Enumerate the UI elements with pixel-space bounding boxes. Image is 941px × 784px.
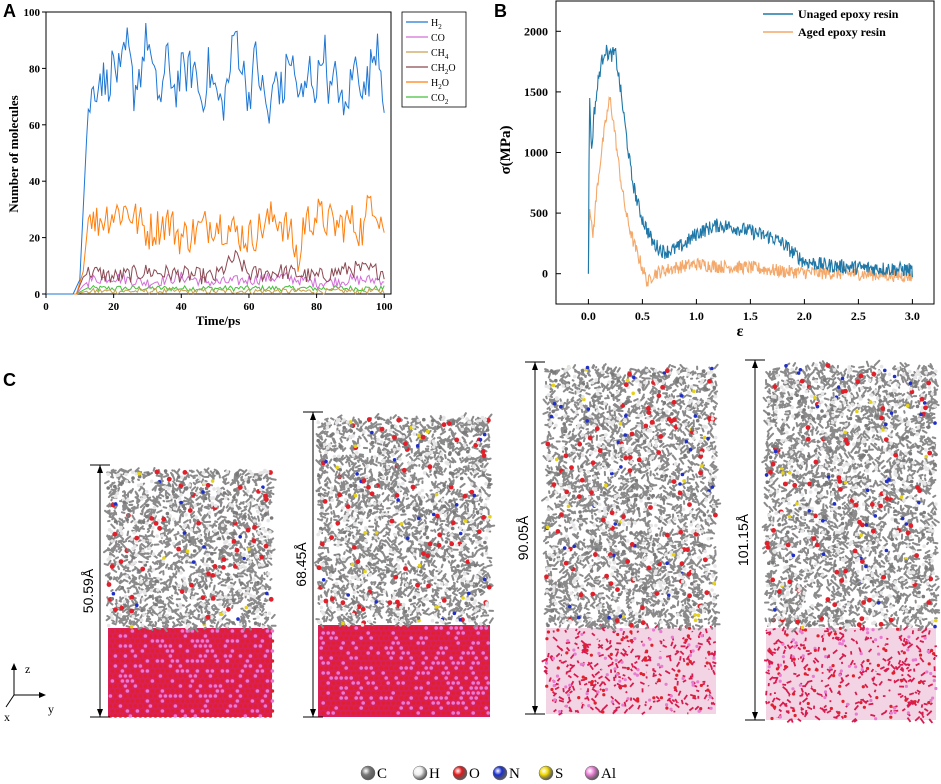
chart-a-series-h2o	[46, 194, 385, 295]
chart-b-ytick-label: 1500	[524, 85, 548, 99]
panel-label-a: A	[3, 1, 16, 21]
coordinate-axes: z y x	[4, 662, 54, 724]
chart-a-xtick-label: 80	[311, 301, 323, 313]
atom-swatch	[360, 765, 376, 781]
legend-label-aged: Aged epoxy resin	[798, 25, 886, 39]
panel-label-c: C	[3, 370, 16, 390]
chart-b-ytick-label: 500	[530, 206, 548, 220]
chart-b-xtick-label: 2.0	[797, 309, 812, 323]
chart-a-xtick-label: 60	[243, 301, 255, 313]
chart-b-xtick-label: 0.0	[581, 309, 596, 323]
axis-x-label: x	[4, 710, 10, 724]
atom-legend-item-h: H	[412, 765, 440, 782]
chart-a-ytick-label: 100	[24, 7, 41, 19]
chart-a-ytick-label: 40	[29, 176, 41, 188]
simulation-box-2: 68.45Å	[293, 411, 496, 718]
height-dimension: 101.15Å	[735, 359, 765, 721]
height-label: 50.59Å	[80, 568, 96, 613]
chart-a-ytick-label: 60	[29, 120, 41, 132]
chart-b-series-unaged	[587, 44, 913, 278]
chart-a-xtick-label: 100	[376, 301, 393, 313]
chart-b-xtick-label: 2.5	[851, 309, 866, 323]
alumina-substrate	[763, 624, 938, 724]
chart-a-molecules: 0 20 40 60 80 100 0 20 40 60 80 100 Time/ps Number …	[6, 7, 467, 328]
simulation-box-1: 50.59Å	[80, 464, 277, 718]
legend-label-ch4: CH4	[431, 48, 449, 61]
atom-symbol: O	[469, 766, 480, 782]
legend-label-h2o: H2O	[431, 78, 449, 91]
panel-c-simulation-snapshots: z y x 50.59Å 68.45Å 90.05Å 101.15Å C H O N S Al	[4, 359, 941, 782]
atom-symbol: H	[429, 766, 440, 782]
alumina-substrate	[318, 625, 491, 717]
atom-legend: C H O N S Al	[360, 765, 616, 782]
atom-legend-item-s: S	[538, 765, 563, 782]
chart-a-plot-frame	[45, 11, 392, 295]
epoxy-resin-layer	[103, 467, 277, 633]
chart-b-xlabel: ε	[737, 323, 744, 340]
height-dimension: 68.45Å	[293, 411, 323, 718]
alumina-substrate	[541, 622, 717, 716]
alumina-substrate	[108, 628, 275, 718]
atom-legend-item-c: C	[360, 765, 387, 782]
chart-a-xtick-label: 20	[108, 301, 120, 313]
atom-symbol: S	[555, 766, 563, 782]
chart-a-series-h2	[46, 22, 385, 295]
legend-label-h2: H2	[431, 18, 442, 31]
legend-label-co: CO	[431, 33, 445, 44]
legend-label-co2: CO2	[431, 93, 449, 106]
chart-b-ylabel: σ(MPa)	[498, 126, 514, 175]
chart-a-ytick-label: 0	[35, 289, 41, 301]
chart-a-ylabel: Number of molecules	[6, 95, 21, 212]
height-label: 90.05Å	[515, 515, 531, 560]
chart-a-series-ch2o	[46, 249, 385, 295]
chart-b-ytick-label: 1000	[524, 146, 548, 160]
atom-swatch	[492, 765, 508, 781]
chart-a-ytick-label: 80	[29, 63, 41, 75]
atom-swatch	[412, 765, 428, 781]
chart-a-xtick-label: 0	[43, 301, 49, 313]
chart-b-plot-frame	[555, 0, 935, 305]
chart-b-legend: Unaged epoxy resin Aged epoxy resin	[763, 7, 899, 39]
chart-b-xtick-label: 1.5	[743, 309, 758, 323]
chart-a-xtick-label: 40	[176, 301, 188, 313]
atom-symbol: N	[509, 766, 520, 782]
chart-b-xtick-label: 0.5	[635, 309, 650, 323]
atom-swatch	[538, 765, 554, 781]
axis-y-label: y	[48, 702, 54, 716]
panel-label-b: B	[494, 1, 507, 21]
atom-legend-item-o: O	[452, 765, 480, 782]
atom-swatch	[584, 765, 600, 781]
chart-a-xlabel: Time/ps	[196, 313, 241, 328]
epoxy-resin-layer	[314, 412, 496, 629]
chart-b-xtick-label: 3.0	[905, 309, 920, 323]
epoxy-resin-layer	[761, 359, 941, 633]
height-label: 68.45Å	[293, 542, 309, 587]
atom-symbol: C	[377, 766, 387, 782]
atom-legend-item-n: N	[492, 765, 520, 782]
atom-symbol: Al	[601, 766, 616, 782]
height-dimension: 90.05Å	[515, 361, 545, 715]
chart-b-series-aged	[587, 95, 913, 287]
simulation-box-3: 90.05Å	[515, 361, 722, 716]
chart-a-ytick-label: 20	[29, 233, 41, 245]
chart-a-legend: H2 CO CH4 CH2O H2O CO2	[401, 11, 467, 108]
legend-label-unaged: Unaged epoxy resin	[798, 7, 899, 21]
chart-b-ytick-label: 2000	[524, 24, 548, 38]
legend-label-ch2o: CH2O	[431, 63, 456, 76]
atom-swatch	[452, 765, 468, 781]
height-dimension: 50.59Å	[80, 464, 110, 718]
epoxy-resin-layer	[540, 363, 722, 632]
atom-legend-item-al: Al	[584, 765, 616, 782]
height-label: 101.15Å	[735, 513, 751, 566]
simulation-box-4: 101.15Å	[735, 359, 941, 724]
chart-b-xtick-label: 1.0	[689, 309, 704, 323]
chart-a-series-ch4	[46, 287, 385, 296]
axis-z-label: z	[25, 662, 30, 676]
chart-b-ytick-label: 0	[542, 267, 548, 281]
